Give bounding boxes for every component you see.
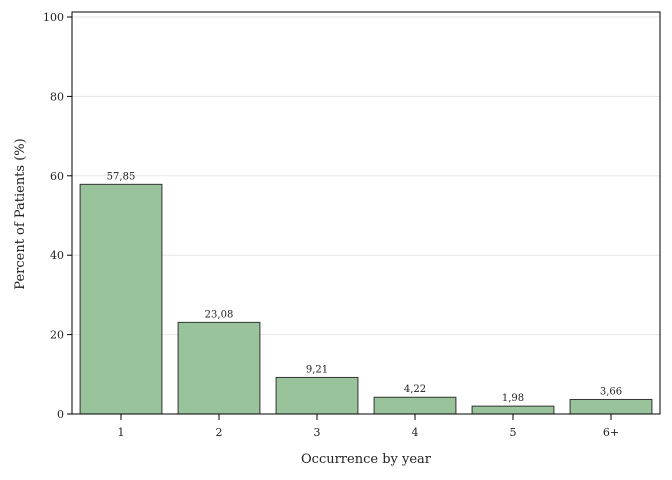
bar-4 <box>373 396 457 415</box>
x-tick-label: 2 <box>216 426 223 439</box>
data-label: 9,21 <box>306 364 328 375</box>
x-tick-label: 4 <box>412 426 419 439</box>
data-label: 57,85 <box>107 171 136 182</box>
data-label: 1,98 <box>502 393 524 404</box>
bar-5 <box>471 405 555 415</box>
y-tick-label: 0 <box>57 408 64 421</box>
gridlines <box>72 16 660 336</box>
y-tick-label: 80 <box>50 90 64 103</box>
y-tick-label: 60 <box>50 170 64 183</box>
x-axis-title: Occurrence by year <box>301 452 432 467</box>
x-tick-label: 1 <box>118 426 125 439</box>
bar-3 <box>275 376 359 415</box>
data-labels-group: 57,85 23,08 9,21 4,22 1,98 3,66 <box>107 171 622 404</box>
bar-1 <box>79 183 163 415</box>
plot-frame <box>71 11 661 415</box>
y-tick-label: 100 <box>43 11 64 24</box>
x-tick-label: 3 <box>314 426 321 439</box>
bar-6+ <box>569 398 653 415</box>
y-tick-label: 20 <box>50 329 64 342</box>
data-label: 3,66 <box>600 386 622 397</box>
data-label: 4,22 <box>404 384 426 395</box>
data-label: 23,08 <box>205 309 234 320</box>
y-axis-title: Percent of Patients (%) <box>13 138 28 289</box>
bar-2 <box>177 321 261 415</box>
bars-group <box>79 183 653 415</box>
x-axis: 1 2 3 4 5 6+ <box>118 414 619 439</box>
y-axis: 0 20 40 60 80 100 <box>43 11 72 421</box>
x-tick-label: 5 <box>510 426 517 439</box>
y-tick-label: 40 <box>50 249 64 262</box>
x-tick-label: 6+ <box>603 426 619 439</box>
